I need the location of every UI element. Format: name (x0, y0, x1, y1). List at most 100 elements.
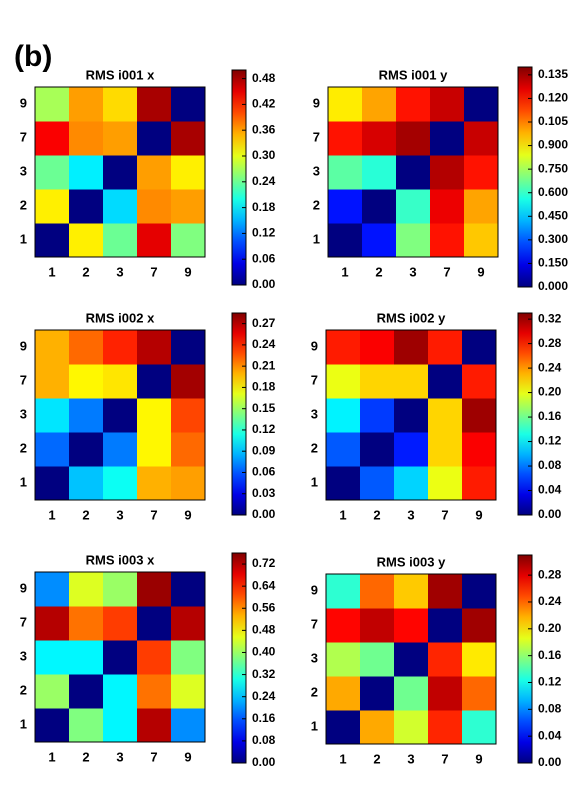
heatmap-cell (171, 189, 206, 224)
y-tick-label: 2 (20, 682, 27, 697)
x-tick-label: 1 (341, 264, 348, 279)
heatmap-cell (326, 608, 361, 643)
heatmap-cell (171, 640, 206, 675)
colorbar-tick-label: 0.08 (538, 458, 562, 472)
x-tick-label: 7 (150, 264, 157, 279)
y-tick-label: 1 (311, 718, 318, 733)
heatmap-cell (328, 189, 363, 224)
heatmap-cell (69, 606, 104, 641)
heatmap-cell (171, 364, 206, 399)
heatmap-cell (328, 223, 363, 258)
x-tick-label: 3 (407, 751, 414, 766)
heatmap-cell (35, 87, 70, 122)
heatmap-cell (462, 642, 497, 677)
heatmap-cell (462, 398, 497, 433)
x-tick-label: 2 (373, 751, 380, 766)
x-tick-label: 2 (82, 264, 89, 279)
heatmap-cell (462, 710, 497, 745)
heatmap-cell (69, 640, 104, 675)
y-tick-label: 9 (313, 95, 320, 110)
heatmap-cell (137, 572, 172, 607)
colorbar-tick-label: 0.16 (252, 711, 276, 725)
heatmap-cell (462, 330, 497, 365)
heatmap-cell (103, 87, 138, 122)
colorbar-tick-label: 0.120 (538, 91, 568, 105)
colorbar-tick-label: 0.00 (252, 755, 276, 769)
heatmap-cell (394, 466, 429, 501)
heatmap-cell (103, 155, 138, 190)
heatmap-cell (171, 674, 206, 709)
x-tick-label: 1 (339, 507, 346, 522)
y-tick-label: 3 (313, 163, 320, 178)
heatmap-cell (137, 189, 172, 224)
colorbar-tick-label: 0.40 (252, 645, 276, 659)
heatmap-cell (362, 189, 397, 224)
heatmap-cell (396, 189, 431, 224)
colorbar-tick-label: 0.24 (252, 337, 276, 351)
colorbar-tick-label: 0.30 (252, 148, 276, 162)
heatmap-cell (360, 710, 395, 745)
colorbar-tick-label: 0.12 (538, 434, 562, 448)
y-tick-label: 1 (20, 474, 27, 489)
colorbar-tick-label: 0.20 (538, 385, 562, 399)
chart-title: RMS i003 x (86, 552, 155, 567)
heatmap-cell (328, 121, 363, 156)
heatmap-cell (464, 223, 499, 258)
heatmap-cell (328, 87, 363, 122)
heatmap-cell (428, 676, 463, 711)
heatmap-cell (69, 121, 104, 156)
heatmap-cell (171, 606, 206, 641)
heatmap-cell (103, 708, 138, 743)
heatmap-cell (35, 155, 70, 190)
colorbar-tick-label: 0.06 (252, 465, 276, 479)
heatmap-cell (464, 189, 499, 224)
y-tick-label: 7 (311, 372, 318, 387)
heatmap-cell (396, 87, 431, 122)
colorbar-tick-label: 0.03 (252, 486, 276, 500)
heatmap-cell (69, 432, 104, 467)
y-tick-label: 2 (311, 440, 318, 455)
heatmap-cell (430, 223, 465, 258)
heatmap-cell (171, 708, 206, 743)
heatmap-cell (428, 466, 463, 501)
colorbar-tick-label: 0.64 (252, 578, 276, 592)
heatmap-cell (137, 364, 172, 399)
x-tick-label: 9 (184, 749, 191, 764)
heatmap-cell (360, 466, 395, 501)
y-tick-label: 3 (20, 406, 27, 421)
colorbar (517, 312, 533, 516)
colorbar-tick-label: 0.900 (538, 138, 568, 152)
heatmap-cell (326, 642, 361, 677)
heatmap-cell (171, 572, 206, 607)
x-tick-label: 3 (407, 507, 414, 522)
heatmap-cell (137, 398, 172, 433)
heatmap-cell (137, 674, 172, 709)
colorbar-tick-label: 0.24 (538, 360, 562, 374)
heatmap-cell (326, 574, 361, 609)
chart-title: RMS i003 y (377, 554, 446, 569)
colorbar-tick-label: 0.04 (538, 728, 562, 742)
colorbar-tick-label: 0.300 (538, 232, 568, 246)
heatmap-cell (360, 608, 395, 643)
heatmap-cell (394, 398, 429, 433)
colorbar-tick-label: 0.135 (538, 67, 568, 81)
y-tick-label: 7 (311, 616, 318, 631)
heatmap-cell (464, 121, 499, 156)
x-tick-label: 2 (373, 507, 380, 522)
heatmap-cell (394, 330, 429, 365)
x-tick-label: 1 (48, 507, 55, 522)
heatmap-cell (428, 574, 463, 609)
heatmap-cell (69, 364, 104, 399)
heatmap-cell (326, 364, 361, 399)
heatmap-cell (430, 87, 465, 122)
heatmap-cell (103, 432, 138, 467)
plot-frame (34, 329, 206, 501)
heatmap-cell (464, 155, 499, 190)
heatmap-cell (462, 676, 497, 711)
heatmap-cell (35, 189, 70, 224)
heatmap-cell (428, 642, 463, 677)
heatmap-cell (103, 674, 138, 709)
chart-title: RMS i001 x (86, 67, 155, 82)
colorbar-tick-label: 0.18 (252, 380, 276, 394)
